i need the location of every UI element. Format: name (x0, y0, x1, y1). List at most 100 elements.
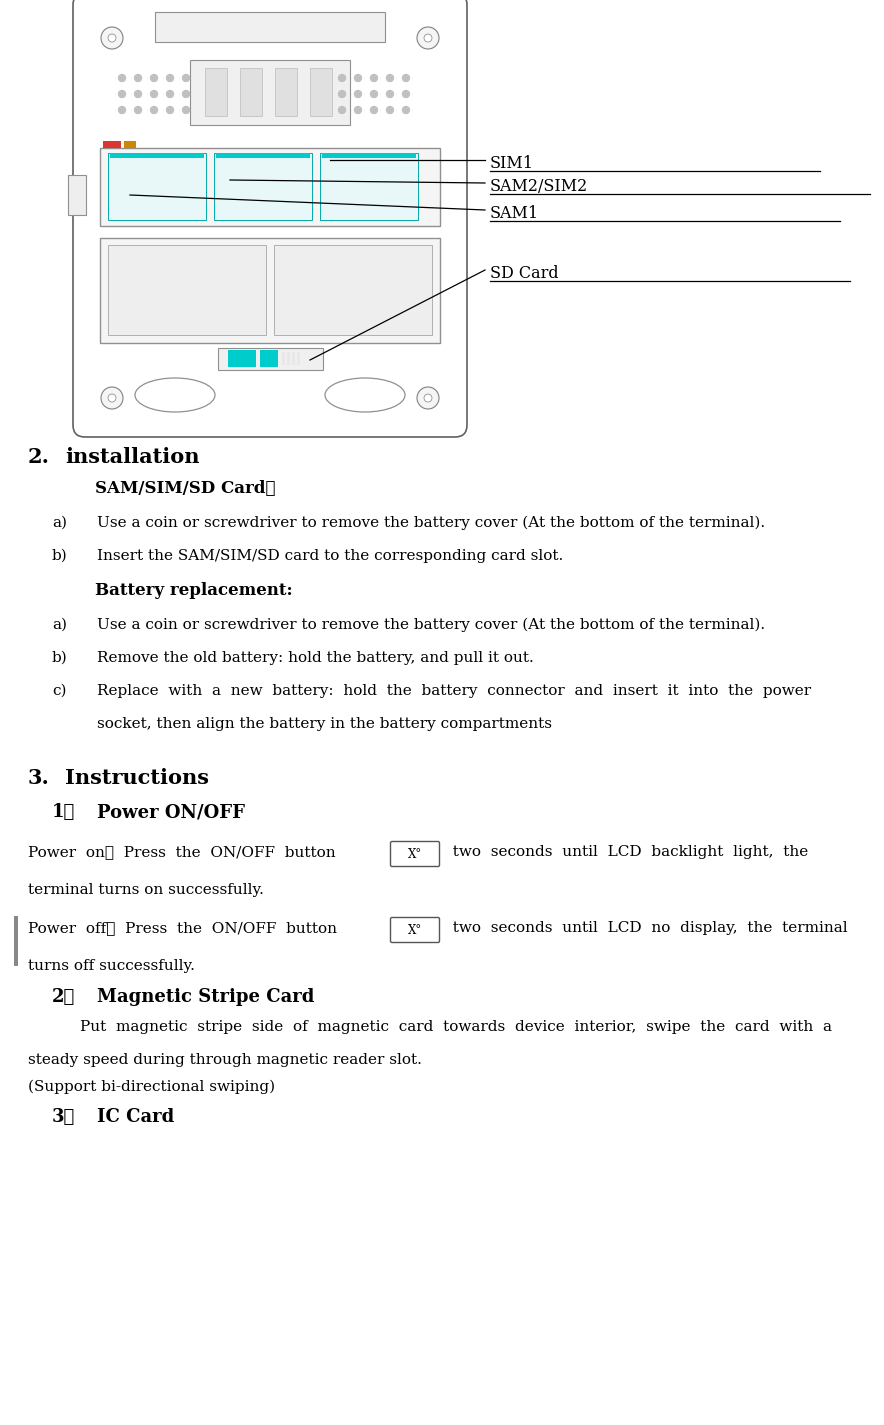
Bar (190, 60, 350, 125)
Text: Power  on：  Press  the  ON/OFF  button: Power on： Press the ON/OFF button (28, 845, 336, 859)
Bar (282, 352, 285, 365)
Text: SAM1: SAM1 (490, 205, 539, 222)
Bar (14, 916, 18, 966)
Text: SAM/SIM/SD Card：: SAM/SIM/SD Card： (95, 480, 276, 497)
Text: terminal turns on successfully.: terminal turns on successfully. (28, 884, 264, 896)
Bar (297, 352, 300, 365)
Bar (108, 245, 266, 335)
Bar (103, 141, 121, 148)
Text: a): a) (52, 516, 67, 530)
Text: turns off successfully.: turns off successfully. (28, 959, 194, 973)
Text: a): a) (52, 618, 67, 633)
Text: b): b) (52, 651, 68, 665)
Ellipse shape (325, 378, 405, 412)
Ellipse shape (135, 378, 215, 412)
Circle shape (424, 393, 432, 402)
FancyBboxPatch shape (73, 0, 467, 437)
Bar (240, 68, 262, 115)
Circle shape (166, 107, 173, 114)
Text: two  seconds  until  LCD  backlight  light,  the: two seconds until LCD backlight light, t… (443, 845, 808, 859)
Circle shape (182, 107, 189, 114)
Bar (310, 68, 332, 115)
Text: Replace  with  a  new  battery:  hold  the  battery  connector  and  insert  it : Replace with a new battery: hold the bat… (97, 684, 812, 698)
Bar (287, 352, 290, 365)
Circle shape (108, 34, 116, 41)
Bar (275, 68, 297, 115)
Text: installation: installation (65, 447, 200, 467)
Circle shape (166, 74, 173, 81)
Text: steady speed during through magnetic reader slot.: steady speed during through magnetic rea… (28, 1053, 422, 1067)
Circle shape (354, 91, 362, 97)
Circle shape (339, 91, 346, 97)
Bar (100, 238, 440, 343)
Text: b): b) (52, 549, 68, 563)
Circle shape (386, 91, 393, 97)
Bar (100, 148, 440, 227)
Bar (108, 152, 206, 219)
Bar (214, 152, 312, 219)
Circle shape (118, 91, 126, 97)
Text: Instructions: Instructions (65, 768, 209, 788)
Circle shape (354, 107, 362, 114)
Bar (260, 351, 278, 368)
Bar (218, 348, 323, 370)
Text: Power  off：  Press  the  ON/OFF  button: Power off： Press the ON/OFF button (28, 921, 337, 935)
Circle shape (339, 107, 346, 114)
Bar (320, 152, 418, 219)
Circle shape (402, 74, 409, 81)
Circle shape (370, 74, 377, 81)
Text: two  seconds  until  LCD  no  display,  the  terminal: two seconds until LCD no display, the te… (443, 921, 848, 935)
Text: X°: X° (408, 848, 423, 861)
Circle shape (150, 74, 157, 81)
Bar (124, 141, 136, 148)
Bar (155, 11, 385, 41)
Text: Insert the SAM/SIM/SD card to the corresponding card slot.: Insert the SAM/SIM/SD card to the corres… (97, 549, 563, 563)
Bar (274, 245, 432, 335)
Text: X°: X° (408, 923, 423, 936)
Bar (228, 351, 256, 368)
Text: SAM2/SIM2: SAM2/SIM2 (490, 178, 588, 195)
Circle shape (101, 27, 123, 48)
Text: Magnetic Stripe Card: Magnetic Stripe Card (97, 988, 315, 1006)
Circle shape (182, 91, 189, 97)
Text: IC Card: IC Card (97, 1109, 174, 1126)
Circle shape (182, 74, 189, 81)
Circle shape (424, 34, 432, 41)
Text: Use a coin or screwdriver to remove the battery cover (At the bottom of the term: Use a coin or screwdriver to remove the … (97, 618, 766, 633)
Bar (216, 152, 310, 158)
Text: c): c) (52, 684, 66, 698)
Bar (322, 152, 416, 158)
Text: SIM1: SIM1 (490, 155, 534, 172)
Text: Remove the old battery: hold the battery, and pull it out.: Remove the old battery: hold the battery… (97, 651, 534, 665)
Text: 2.: 2. (28, 447, 50, 467)
Text: Power ON/OFF: Power ON/OFF (97, 804, 245, 821)
Text: 2）: 2） (52, 988, 75, 1006)
Text: Put  magnetic  stripe  side  of  magnetic  card  towards  device  interior,  swi: Put magnetic stripe side of magnetic car… (80, 1020, 832, 1035)
Circle shape (386, 74, 393, 81)
Circle shape (118, 107, 126, 114)
FancyBboxPatch shape (391, 918, 439, 942)
Circle shape (118, 74, 126, 81)
Text: 3.: 3. (28, 768, 50, 788)
Circle shape (417, 27, 439, 48)
Circle shape (402, 91, 409, 97)
Text: socket, then align the battery in the battery compartments: socket, then align the battery in the ba… (97, 717, 552, 731)
Circle shape (339, 74, 346, 81)
Bar (68, 175, 86, 215)
Circle shape (402, 107, 409, 114)
Text: 1）: 1） (52, 804, 75, 821)
Circle shape (386, 107, 393, 114)
Bar (205, 68, 227, 115)
Circle shape (101, 388, 123, 409)
Circle shape (134, 91, 141, 97)
Circle shape (134, 107, 141, 114)
Bar (292, 352, 295, 365)
Circle shape (134, 74, 141, 81)
Text: SD Card: SD Card (490, 265, 559, 282)
Text: 3）: 3） (52, 1109, 75, 1126)
Text: Use a coin or screwdriver to remove the battery cover (At the bottom of the term: Use a coin or screwdriver to remove the … (97, 516, 766, 530)
Circle shape (354, 74, 362, 81)
Circle shape (150, 107, 157, 114)
Circle shape (150, 91, 157, 97)
Circle shape (166, 91, 173, 97)
